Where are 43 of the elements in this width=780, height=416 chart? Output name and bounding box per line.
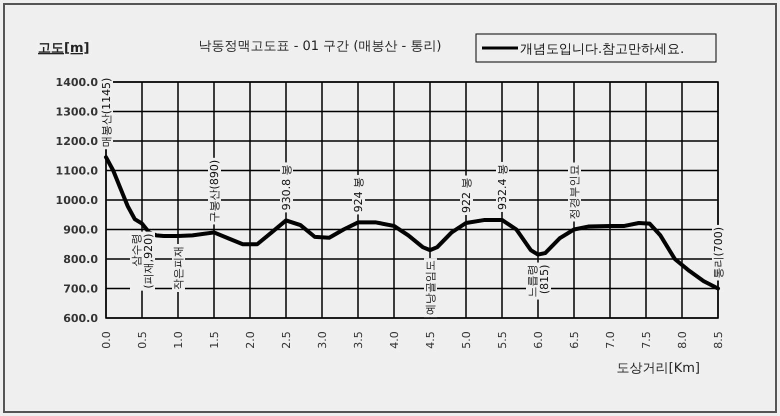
x-tick-label: 2.0 — [244, 331, 257, 349]
annotation: 매봉산(1145) — [100, 78, 113, 148]
x-tick-label: 8.0 — [676, 331, 689, 349]
y-tick-label: 1200.0 — [56, 135, 98, 148]
x-tick-label: 3.5 — [352, 331, 365, 349]
x-tick-label: 8.5 — [712, 331, 725, 349]
x-tick-label: 5.0 — [460, 331, 473, 349]
y-tick-label: 1400.0 — [56, 76, 98, 89]
y-tick-label: 700.0 — [63, 282, 98, 296]
y-tick-label: 1100.0 — [56, 164, 98, 178]
annotation: 구봉산(890) — [208, 160, 221, 222]
annotation: 통리(700) — [712, 226, 725, 278]
x-tick-label: 6.0 — [532, 331, 545, 349]
annotation: 예낭골임도 — [424, 260, 437, 316]
y-tick-label: 900.0 — [63, 224, 98, 236]
annotation: 932.4 봉 — [496, 164, 509, 210]
x-tick-label: 5.5 — [496, 331, 509, 349]
x-tick-label: 4.0 — [388, 331, 401, 349]
annotation: 정경부인묘 — [568, 164, 581, 220]
x-tick-label: 1.0 — [172, 331, 185, 349]
annotation: 930.8 봉 — [280, 164, 293, 210]
legend-label: 개념도입니다.참고만하세요. — [520, 42, 684, 57]
x-tick-label: 1.5 — [208, 331, 221, 349]
x-axis-title: 도상거리[Km] — [616, 361, 700, 376]
y-axis-title: 고도[m] — [38, 41, 90, 56]
x-tick-label: 3.0 — [316, 331, 329, 349]
x-tick-label: 2.5 — [280, 331, 293, 349]
x-tick-label: 7.5 — [640, 331, 653, 349]
y-tick-label: 600.0 — [63, 312, 98, 325]
x-tick-label: 0.0 — [100, 331, 113, 349]
y-tick-label: 800.0 — [63, 253, 98, 266]
y-tick-label: 1000.0 — [56, 194, 98, 207]
x-tick-label: 4.5 — [424, 331, 437, 349]
annotation: 924 봉 — [352, 176, 365, 212]
annotation: 작은피재 — [172, 246, 185, 290]
annotation: 느릅령 (815) — [526, 264, 551, 298]
x-tick-label: 0.5 — [136, 331, 149, 349]
y-tick-label: 1300.0 — [56, 106, 98, 118]
x-tick-label: 7.0 — [604, 331, 617, 349]
annotation: 922 봉 — [460, 178, 473, 214]
annotation: 삼수령 (피재,920) — [130, 234, 155, 289]
chart-title: 낙동정맥고도표 - 01 구간 (매봉산 - 통리) — [198, 39, 442, 54]
x-tick-label: 6.5 — [568, 331, 581, 349]
